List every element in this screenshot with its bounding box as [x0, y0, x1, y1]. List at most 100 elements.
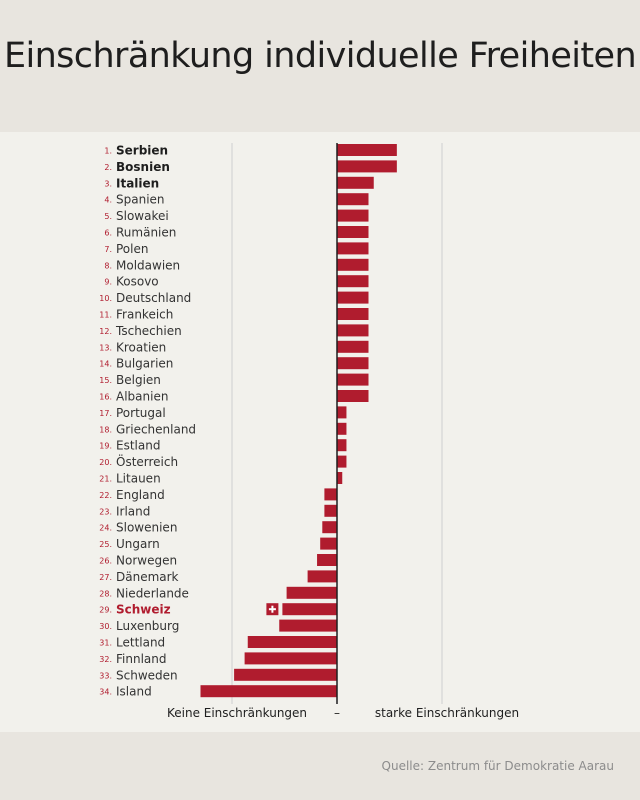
rank-label: 28.: [99, 589, 112, 598]
country-label: Schweiz: [116, 603, 171, 617]
bar-moldawien: [337, 258, 369, 271]
bar-serbien: [337, 144, 397, 156]
rank-label: 5.: [104, 212, 112, 221]
swiss-flag-icon: [266, 603, 279, 616]
header: Einschränkung individuelle Freiheiten: [0, 0, 640, 132]
bar-kosovo: [337, 275, 369, 288]
rank-label: 30.: [99, 622, 112, 631]
rank-label: 9.: [104, 278, 112, 287]
bar-rumänien: [337, 226, 369, 238]
country-label: Luxenburg: [116, 619, 179, 633]
chart-title: Einschränkung individuelle Freiheiten: [3, 36, 637, 76]
country-label: Slowenien: [116, 521, 177, 535]
source-note: Quelle: Zentrum für Demokratie Aarau: [381, 759, 614, 773]
bar-österreich: [337, 455, 347, 468]
bar-niederlande: [286, 586, 337, 599]
bar-belgien: [337, 373, 369, 386]
country-label: Estland: [116, 439, 160, 453]
rank-label: 12.: [99, 327, 112, 336]
bar-frankeich: [337, 308, 369, 320]
bar-schweden: [234, 668, 337, 681]
country-label: Moldawien: [116, 258, 180, 272]
rank-label: 24.: [99, 524, 112, 533]
country-label: Finnland: [116, 652, 166, 666]
bar-england: [324, 488, 337, 501]
country-labels: 1. Serbien 2. Bosnien 3. Italien 4. Spanien 5. Sl…: [99, 144, 196, 699]
country-label: Litauen: [116, 472, 161, 486]
rank-label: 22.: [99, 491, 112, 500]
country-label: Bosnien: [116, 160, 170, 174]
rank-label: 11.: [99, 311, 112, 320]
bars: [200, 144, 397, 698]
rank-label: 4.: [104, 196, 112, 205]
country-label: Österreich: [116, 453, 178, 469]
country-label: Schweden: [116, 668, 178, 682]
bar-estland: [337, 439, 347, 452]
rank-label: 8.: [104, 261, 112, 270]
rank-label: 21.: [99, 475, 112, 484]
bar-slowenien: [322, 521, 337, 534]
rank-label: 10.: [99, 294, 112, 303]
country-label: Frankeich: [116, 308, 173, 322]
rank-label: 19.: [99, 442, 112, 451]
rank-label: 13.: [99, 343, 112, 352]
country-label: Rumänien: [116, 226, 176, 240]
rank-label: 25.: [99, 540, 112, 549]
bar-griechenland: [337, 422, 347, 435]
country-label: Belgien: [116, 373, 161, 387]
rank-label: 1.: [104, 147, 112, 156]
rank-label: 2.: [104, 163, 112, 172]
rank-label: 23.: [99, 507, 112, 516]
bar-dänemark: [307, 570, 337, 583]
country-label: Kroatien: [116, 340, 166, 354]
bar-island: [200, 685, 337, 698]
country-label: Tschechien: [115, 324, 182, 338]
axis-label-center: –: [334, 706, 340, 720]
rank-label: 3.: [104, 179, 112, 188]
country-label: Deutschland: [116, 291, 191, 305]
country-label: Ungarn: [116, 537, 160, 551]
rank-label: 34.: [99, 688, 112, 697]
bar-albanien: [337, 390, 369, 402]
grid-lines: [231, 143, 443, 704]
country-label: Island: [116, 685, 152, 699]
bar-finnland: [244, 652, 337, 665]
country-label: Albanien: [116, 390, 168, 404]
country-label: Griechenland: [116, 422, 196, 436]
bar-deutschland: [337, 291, 369, 304]
country-label: Irland: [116, 504, 150, 518]
rank-label: 6.: [104, 229, 112, 238]
bar-kroatien: [337, 340, 369, 353]
bar-ungarn: [320, 537, 337, 550]
rank-label: 26.: [99, 557, 112, 566]
country-label: Portugal: [116, 406, 166, 420]
rank-label: 7.: [104, 245, 112, 254]
country-label: Dänemark: [116, 570, 179, 584]
bar-schweiz: [282, 603, 337, 616]
rank-label: 15.: [99, 376, 112, 385]
bar-italien: [337, 176, 374, 189]
rank-label: 31.: [99, 639, 112, 648]
country-label: Niederlande: [116, 586, 189, 600]
rank-label: 16.: [99, 393, 112, 402]
bar-polen: [337, 242, 369, 255]
bar-norwegen: [317, 554, 337, 566]
rank-label: 32.: [99, 655, 112, 664]
rank-label: 29.: [99, 606, 112, 615]
country-label: Bulgarien: [116, 357, 173, 371]
bar-lettland: [247, 636, 337, 648]
bar-bulgarien: [337, 357, 369, 370]
bar-tschechien: [337, 324, 369, 337]
axis-label-left: Keine Einschränkungen: [167, 706, 307, 720]
country-label: Norwegen: [116, 554, 177, 568]
bar-irland: [324, 504, 337, 517]
rank-label: 17.: [99, 409, 112, 418]
rank-label: 27.: [99, 573, 112, 582]
country-label: Kosovo: [116, 275, 159, 289]
country-label: Spanien: [116, 193, 165, 207]
rank-label: 20.: [99, 458, 112, 467]
country-label: Polen: [116, 242, 148, 256]
country-label: England: [116, 488, 165, 502]
country-label: Serbien: [116, 144, 168, 158]
